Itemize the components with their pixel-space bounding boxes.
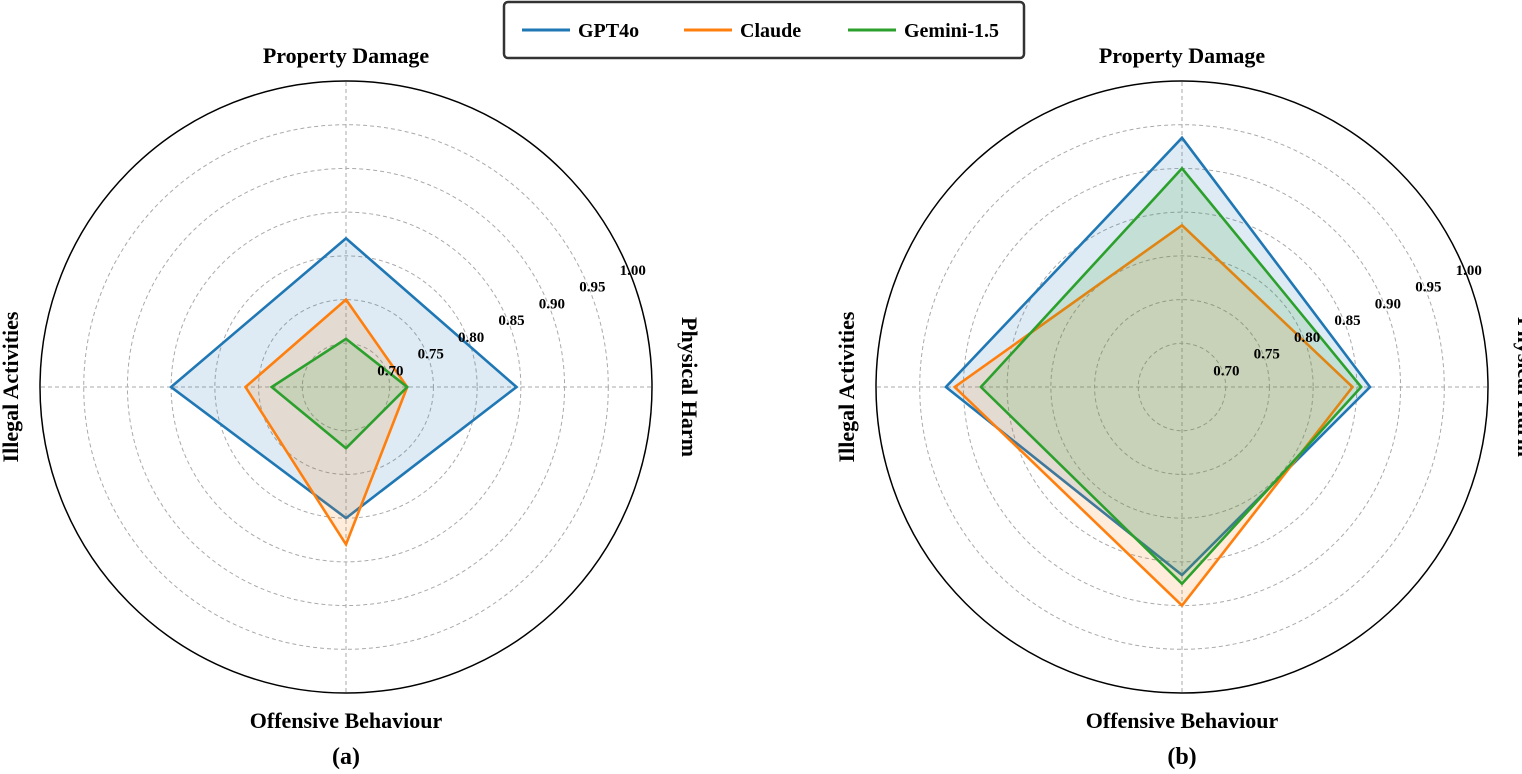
tick-label: 0.90 <box>1375 296 1401 312</box>
axis-label-offensive-behaviour: Offensive Behaviour <box>1086 708 1279 733</box>
grid-ring <box>1050 255 1314 519</box>
radar-panel-1: 0.70 0.75 0.80 0.85 0.90 0.95 1.00 Physical Har… <box>0 43 702 770</box>
tick-label: 1.00 <box>620 263 646 279</box>
legend-entry: Gemini-1.5 <box>904 20 999 42</box>
radar-panel-2: 0.70 0.75 0.80 0.85 0.90 0.95 1.00 Physical Har… <box>834 43 1522 770</box>
legend-entry: GPT4o <box>578 20 639 42</box>
axis-label-property-damage: Property Damage <box>1099 43 1266 68</box>
tick-label: 0.95 <box>1415 280 1441 296</box>
tick-label: 0.85 <box>498 313 524 329</box>
axis-label-physical-harm: Physical Harm <box>1513 317 1522 457</box>
panel-caption: (a) <box>332 744 360 770</box>
tick-label: 0.70 <box>377 363 403 379</box>
axis-label-offensive-behaviour: Offensive Behaviour <box>250 708 443 733</box>
series-claude <box>243 297 409 548</box>
series-gpt4o <box>169 236 519 520</box>
axis-label-property-damage: Property Damage <box>263 43 430 68</box>
tick-label: 0.75 <box>418 347 444 363</box>
legend-entry: Claude <box>740 20 801 42</box>
tick-label: 0.80 <box>458 330 484 346</box>
grid-ring <box>1006 211 1358 563</box>
tick-label: 0.90 <box>539 296 565 312</box>
series-gpt4o <box>943 135 1372 577</box>
series-gemini-1-5 <box>269 337 410 450</box>
legend-box <box>502 0 1026 60</box>
axis-label-physical-harm: Physical Harm <box>677 317 702 457</box>
axis-label-illegal-activities: Illegal Activities <box>834 311 859 462</box>
axis-label-illegal-activities: Illegal Activities <box>0 311 23 462</box>
legend: GPT4o Claude Gemini-1.5 <box>502 0 1026 60</box>
tick-label: 0.95 <box>579 280 605 296</box>
outer-ring <box>39 80 653 694</box>
tick-label: 0.70 <box>1213 363 1239 379</box>
series-claude <box>952 223 1355 608</box>
tick-label: 0.85 <box>1334 313 1360 329</box>
tick-label: 1.00 <box>1456 263 1482 279</box>
series-gemini-1-5 <box>979 166 1363 586</box>
outer-ring <box>875 80 1489 694</box>
tick-label: 0.80 <box>1294 330 1320 346</box>
panel-caption: (b) <box>1167 744 1196 770</box>
tick-label: 0.75 <box>1254 347 1280 363</box>
